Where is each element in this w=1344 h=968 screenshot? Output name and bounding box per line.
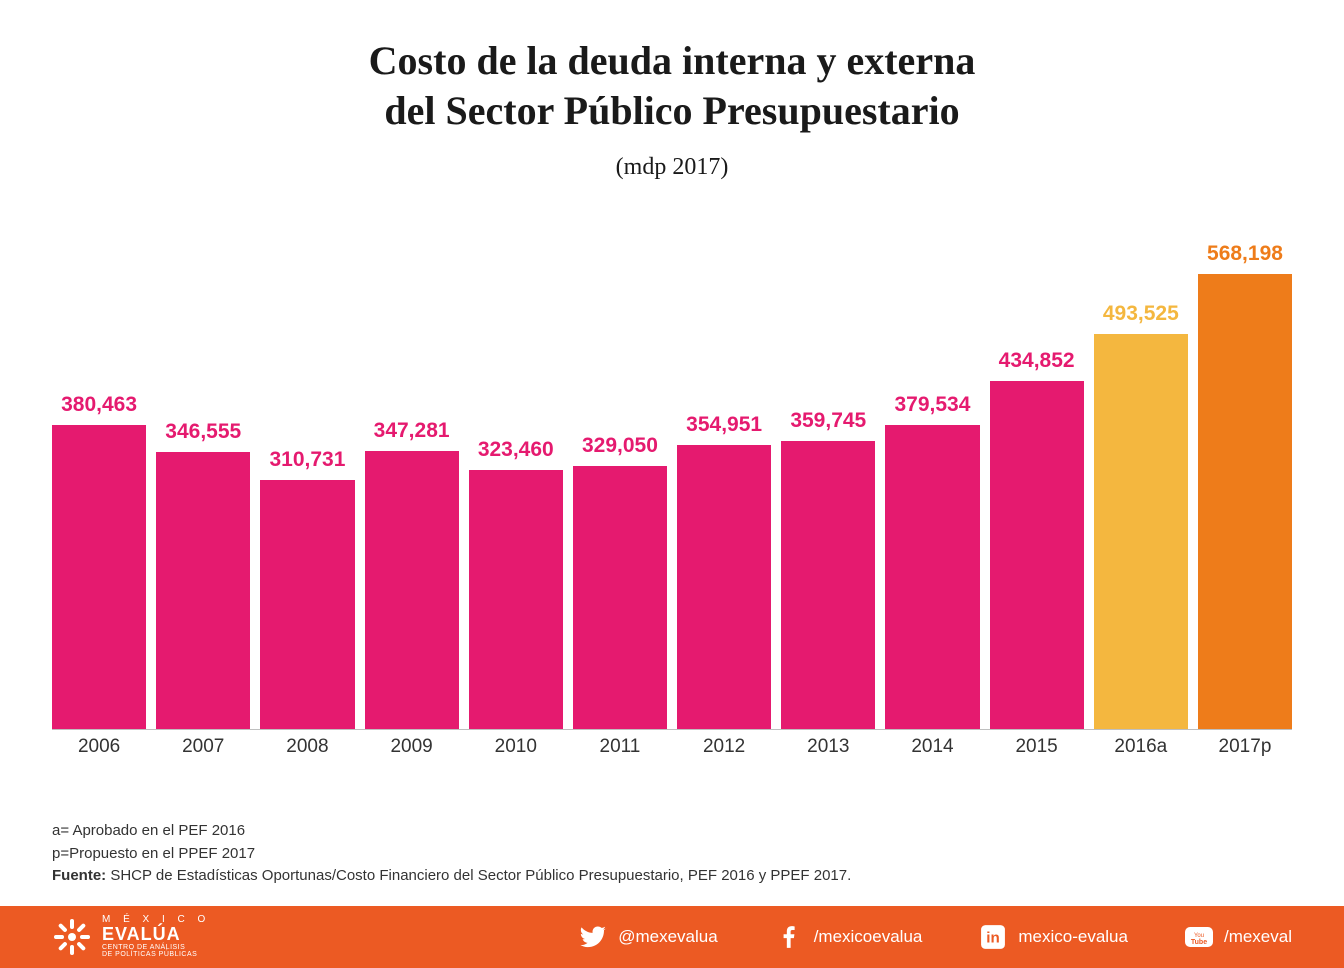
x-axis-label: 2006 [52,736,146,758]
footnote-source: Fuente: SHCP de Estadísticas Oportunas/C… [52,865,1292,888]
x-axis-label: 2016a [1094,736,1188,758]
x-axis-label: 2012 [677,736,771,758]
bar-rect [260,480,354,729]
social-linkedin-handle: mexico-evalua [1018,927,1128,947]
chart-title: Costo de la deuda interna y externa del … [0,36,1344,136]
chart-subtitle: (mdp 2017) [0,154,1344,181]
facebook-icon [774,922,804,952]
x-axis-label: 2008 [260,736,354,758]
brand-logo-line2: EVALÚA [102,925,210,944]
bar-rect [469,470,563,729]
bar-slot: 346,555 [156,210,250,729]
social-linkedin[interactable]: in mexico-evalua [978,922,1128,952]
bar-rect [1198,274,1292,729]
bar-slot: 354,951 [677,210,771,729]
bar-slot: 493,525 [1094,210,1188,729]
brand-logo: M É X I C O EVALÚA CENTRO DE ANÁLISIS DE… [52,915,210,959]
brand-logo-mark-icon [52,917,92,957]
bar-value-label: 354,951 [686,413,762,437]
chart-title-line2: del Sector Público Presupuestario [384,88,959,133]
footnote-a: a= Aprobado en el PEF 2016 [52,820,1292,843]
youtube-icon: YouTube [1184,922,1214,952]
footnote-p: p=Propuesto en el PPEF 2017 [52,843,1292,866]
bar-value-label: 379,534 [895,393,971,417]
footnote-source-text: SHCP de Estadísticas Oportunas/Costo Fin… [106,867,851,884]
bar-slot: 347,281 [365,210,459,729]
social-twitter[interactable]: @mexevalua [578,922,717,952]
brand-logo-line4: DE POLÍTICAS PÚBLICAS [102,951,210,958]
x-axis-label: 2010 [469,736,563,758]
bar-slot: 329,050 [573,210,667,729]
bar-value-label: 493,525 [1103,302,1179,326]
x-axis-label: 2007 [156,736,250,758]
bar-value-label: 346,555 [165,420,241,444]
bar-slot: 379,534 [885,210,979,729]
social-youtube-handle: /mexeval [1224,927,1292,947]
social-facebook-handle: /mexicoevalua [814,927,923,947]
bar-value-label: 329,050 [582,434,658,458]
bar-value-label: 380,463 [61,393,137,417]
x-axis-label: 2009 [365,736,459,758]
bar-value-label: 310,731 [269,448,345,472]
title-block: Costo de la deuda interna y externa del … [0,0,1344,181]
bar-slot: 434,852 [990,210,1084,729]
bar-rect [573,466,667,729]
social-twitter-handle: @mexevalua [618,927,717,947]
bar-chart-x-labels: 2006 2007 2008 2009 2010 2011 2012 2013 2014 2015… [52,736,1292,758]
bar-value-label: 434,852 [999,349,1075,373]
x-axis-label: 2011 [573,736,667,758]
bar-slot: 323,460 [469,210,563,729]
bar-rect [156,452,250,729]
bar-slot: 359,745 [781,210,875,729]
footer-bar: M É X I C O EVALÚA CENTRO DE ANÁLISIS DE… [0,906,1344,968]
bar-slot: 380,463 [52,210,146,729]
footnote-source-label: Fuente: [52,867,106,884]
bar-value-label: 359,745 [790,409,866,433]
bar-rect [52,425,146,729]
linkedin-icon: in [978,922,1008,952]
social-links: @mexevalua /mexicoevalua in mexico-evalu… [578,922,1292,952]
svg-text:in: in [987,929,1000,946]
twitter-icon [578,922,608,952]
bar-rect [365,451,459,729]
x-axis-label: 2015 [990,736,1084,758]
bar-value-label: 568,198 [1207,242,1283,266]
bar-rect [1094,334,1188,729]
bar-slot: 568,198 [1198,210,1292,729]
footnotes: a= Aprobado en el PEF 2016 p=Propuesto e… [52,820,1292,888]
social-facebook[interactable]: /mexicoevalua [774,922,923,952]
bar-value-label: 323,460 [478,438,554,462]
bar-value-label: 347,281 [374,419,450,443]
x-axis-label: 2017p [1198,736,1292,758]
bar-rect [885,425,979,729]
brand-logo-text: M É X I C O EVALÚA CENTRO DE ANÁLISIS DE… [102,915,210,959]
bar-chart-bars: 380,463 346,555 310,731 347,281 323,460 329,0… [52,210,1292,730]
bar-rect [781,441,875,729]
bar-slot: 310,731 [260,210,354,729]
social-youtube[interactable]: YouTube /mexeval [1184,922,1292,952]
chart-title-line1: Costo de la deuda interna y externa [369,38,976,83]
bar-rect [990,381,1084,729]
x-axis-label: 2013 [781,736,875,758]
x-axis-label: 2014 [885,736,979,758]
svg-text:Tube: Tube [1191,939,1207,946]
bar-chart: 380,463 346,555 310,731 347,281 323,460 329,0… [52,210,1292,770]
bar-rect [677,445,771,729]
